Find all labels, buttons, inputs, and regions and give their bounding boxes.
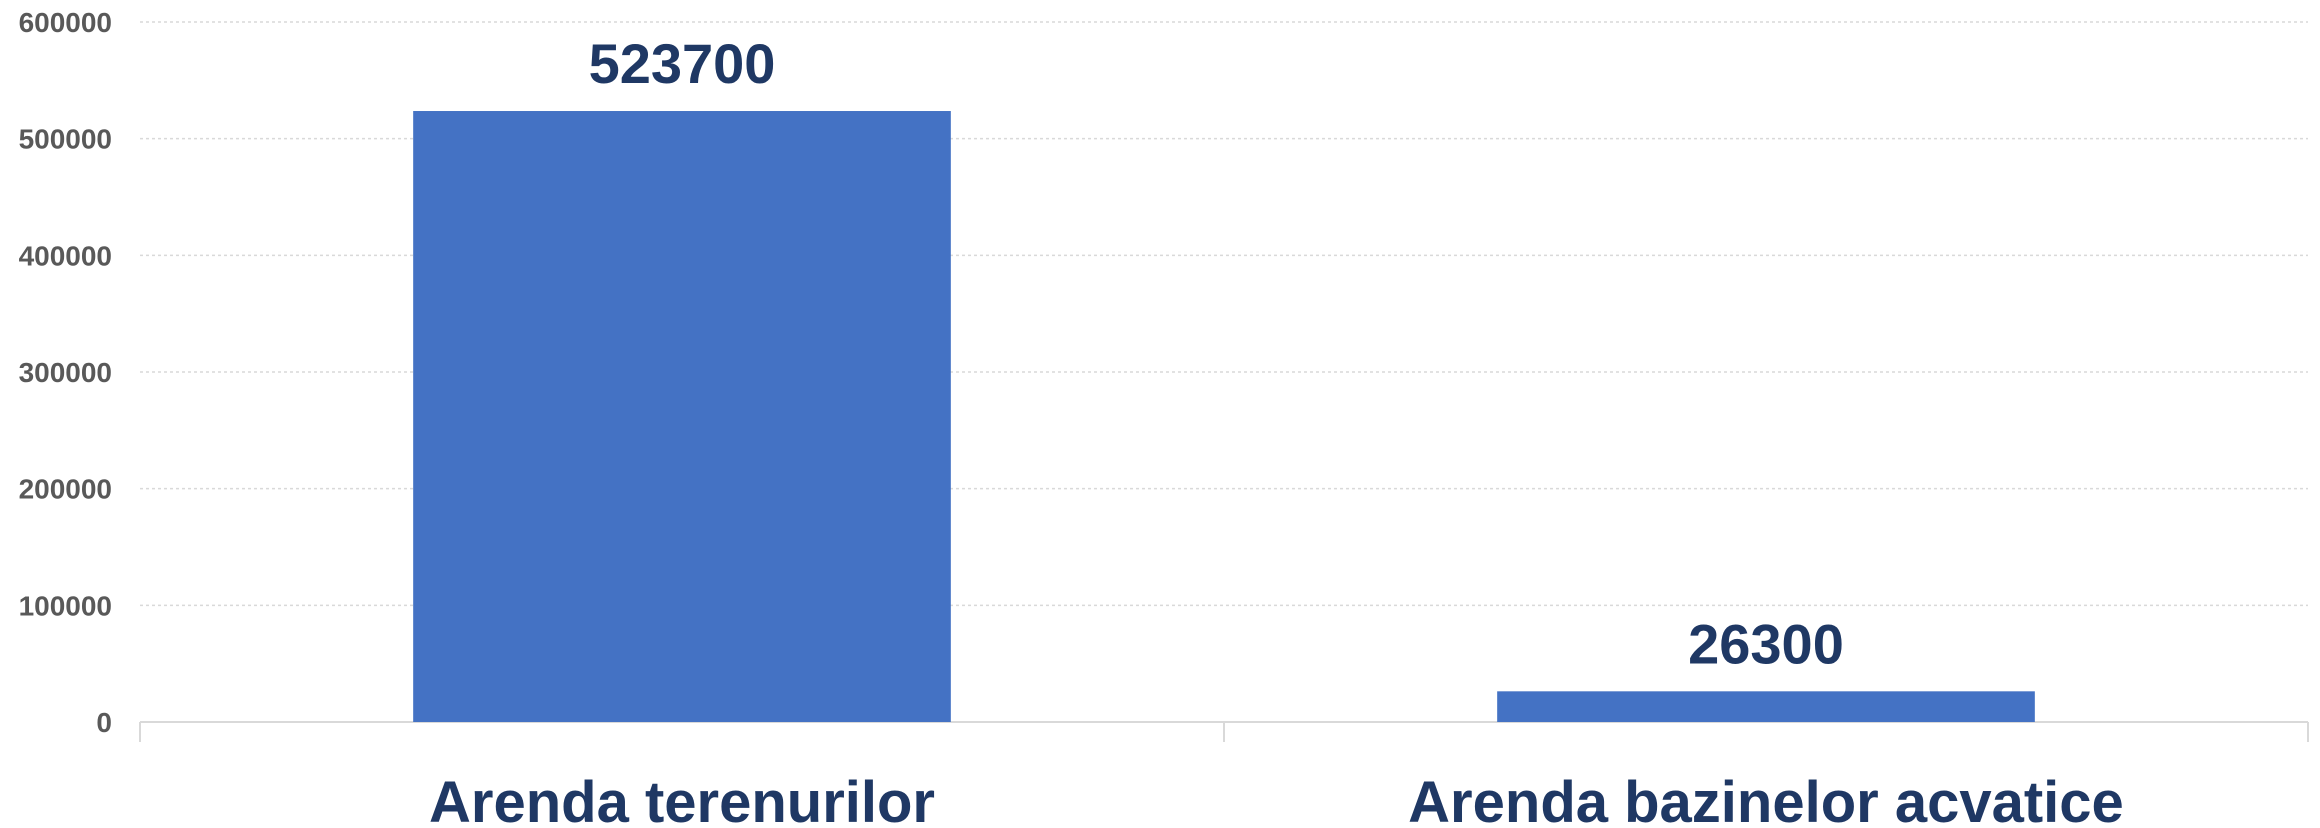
x-tick-label: Arenda bazinelor acvatice (1408, 770, 2124, 828)
data-labels: 523700 26300 (589, 32, 1844, 675)
y-tick-label: 400000 (19, 240, 112, 271)
bars (413, 111, 2035, 723)
data-label: 26300 (1688, 612, 1844, 675)
y-tick-label: 300000 (19, 357, 112, 388)
y-tick-label: 600000 (19, 7, 112, 38)
category-labels: Arenda terenurilor Arenda bazinelor acvat… (429, 770, 2124, 828)
y-tick-label: 200000 (19, 474, 112, 505)
x-axis (139, 721, 2309, 742)
y-tick-label: 100000 (19, 590, 112, 621)
y-tick-label: 500000 (19, 124, 112, 155)
bar (413, 111, 951, 723)
y-tick-label: 0 (96, 707, 112, 738)
x-tick-label: Arenda terenurilor (429, 770, 935, 828)
data-label: 523700 (589, 32, 776, 95)
y-axis-ticks: 0 100000 200000 300000 400000 500000 600000 (19, 7, 112, 738)
bar (1497, 691, 2035, 722)
